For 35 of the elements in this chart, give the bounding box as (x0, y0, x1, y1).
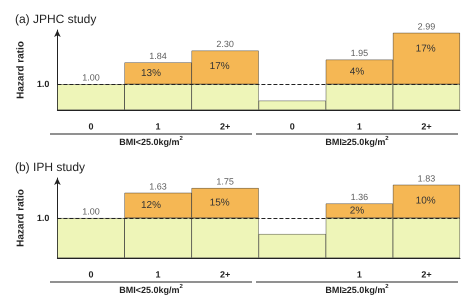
annotation: 2% (350, 205, 364, 216)
chart-title: (b) IPH study (15, 160, 86, 174)
annotation: 12% (140, 200, 162, 211)
x-tick-label: 2+ (421, 270, 432, 280)
x-tick-label: 2+ (220, 122, 230, 132)
x-tick-label: 1 (156, 122, 161, 132)
x-tick-label: 1 (356, 122, 362, 132)
y-tick-label: 1.0 (36, 79, 50, 90)
total-label: 1.36 (350, 192, 368, 202)
x-tick-label: 0 (88, 122, 94, 132)
x-tick-label: 1 (156, 270, 161, 280)
annotation: 4% (350, 66, 364, 78)
annotation: 15% (210, 198, 230, 208)
total-label: 1.75 (216, 176, 234, 186)
annotation: 13% (140, 68, 162, 79)
total-label: 2.99 (418, 21, 436, 32)
x-tick-label: 0 (290, 122, 295, 132)
y-tick-label: 1.0 (36, 213, 50, 223)
x-tick-label: 2+ (220, 270, 230, 280)
total-label: 1.95 (350, 48, 368, 58)
annotation: 17% (210, 61, 230, 72)
annotation: 10% (416, 195, 436, 206)
y-axis-title: Hazard ratio (16, 189, 26, 247)
x-tick-label: 1 (356, 270, 362, 280)
total-label: 1.00 (82, 72, 100, 83)
total-label: 1.00 (82, 206, 100, 216)
y-axis-title: Hazard ratio (16, 41, 26, 99)
total-label: 1.84 (149, 51, 167, 62)
total-label: 1.63 (149, 181, 167, 192)
total-label: 2.30 (216, 39, 234, 50)
chart-title: (a) JPHC study (15, 12, 96, 26)
x-tick-label: 2+ (421, 122, 432, 132)
annotation: 17% (416, 43, 436, 54)
x-tick-label: 0 (88, 270, 94, 280)
total-label: 1.83 (418, 173, 436, 184)
